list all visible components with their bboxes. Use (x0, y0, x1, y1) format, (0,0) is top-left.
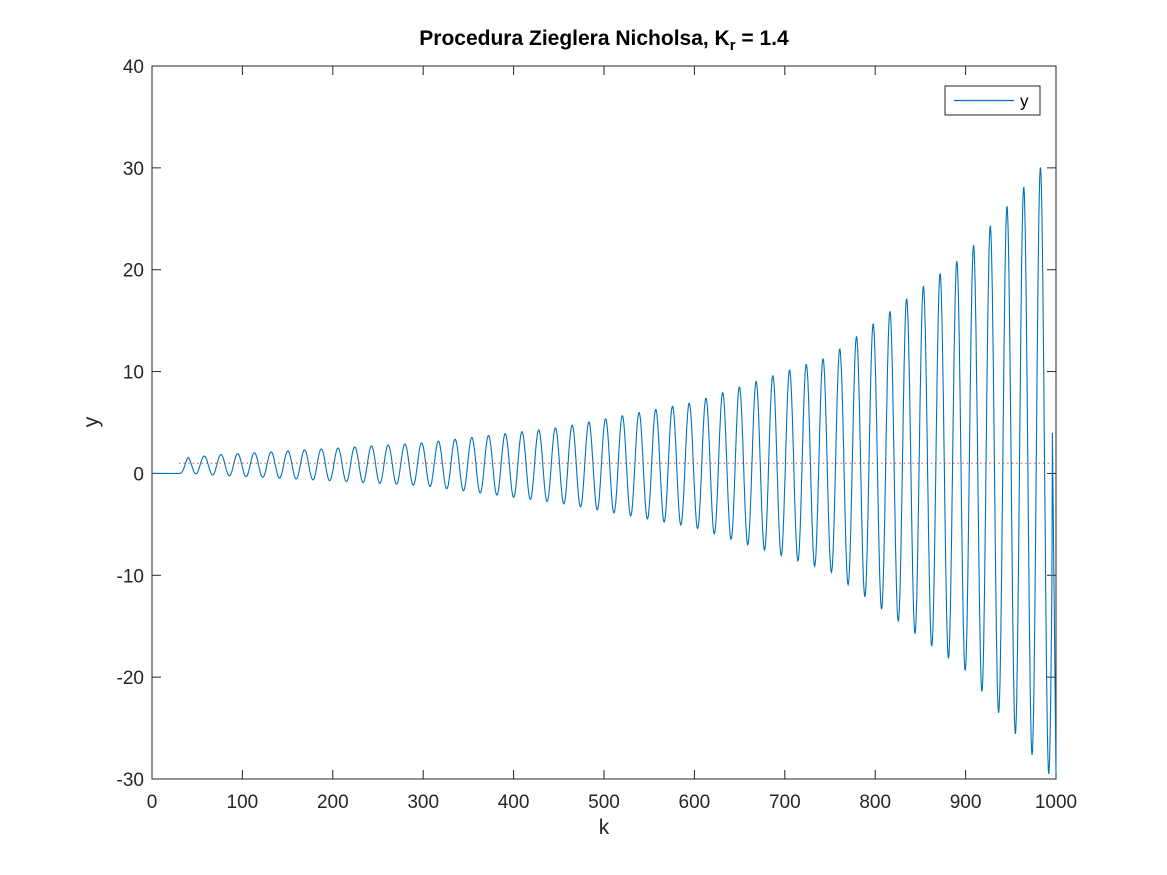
y-tick-label: 30 (123, 159, 144, 180)
x-tick-label: 900 (950, 792, 982, 813)
lines-layer (152, 166, 1057, 774)
x-tick-label: 200 (317, 792, 349, 813)
y-tick-label: 10 (123, 363, 144, 384)
x-tick-label: 0 (147, 792, 158, 813)
legend: y (944, 85, 1041, 116)
chart-title: Procedura Zieglera Nicholsa, Kr = 1.4 (152, 27, 1056, 54)
x-tick-label: 100 (227, 792, 259, 813)
x-axis-label: k (598, 816, 610, 839)
title-suffix: = 1.4 (735, 27, 789, 50)
x-tick-label: 500 (588, 792, 620, 813)
series-y-line (152, 166, 1057, 774)
y-tick-label: 40 (123, 57, 144, 78)
x-tick-label: 400 (498, 792, 530, 813)
title-prefix: Procedura Zieglera Nicholsa, K (419, 27, 730, 50)
x-tick-label: 1000 (1035, 792, 1077, 813)
y-axis-label: y (80, 416, 103, 428)
legend-label-y: y (1020, 92, 1029, 111)
y-tick-label: 0 (133, 464, 144, 485)
x-tick-label: 600 (679, 792, 711, 813)
x-tick-label: 300 (407, 792, 439, 813)
axes-box (151, 65, 1057, 780)
axes-layer: 0 100 200 300 400 500 600 700 800 900 1000-30-20-1… (117, 57, 1078, 813)
y-tick-label: 20 (123, 261, 144, 282)
x-tick-label: 800 (859, 792, 891, 813)
y-tick-label: -10 (117, 566, 144, 587)
x-tick-label: 700 (769, 792, 801, 813)
y-tick-label: -20 (117, 668, 144, 689)
title-subscript: r (729, 37, 736, 54)
y-tick-label: -30 (117, 770, 144, 791)
